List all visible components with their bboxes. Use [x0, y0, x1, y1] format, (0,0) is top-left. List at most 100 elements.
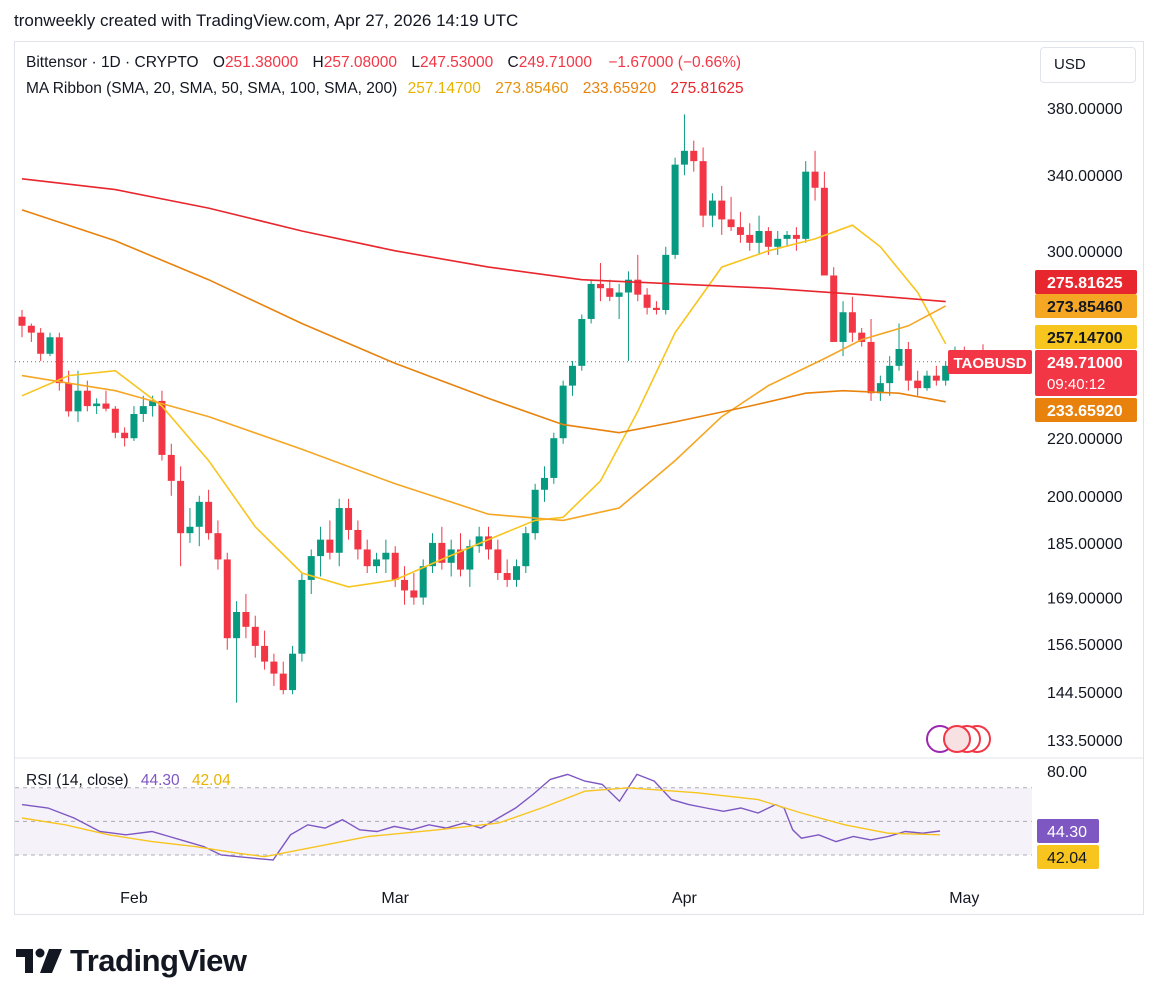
price-tag-text: 233.65920 — [1047, 403, 1123, 420]
candle-body — [587, 283, 595, 319]
candle-body — [652, 307, 660, 311]
candle-body — [708, 200, 716, 216]
candle-body — [270, 661, 278, 674]
y-axis-label: 220.00000 — [1047, 431, 1123, 448]
rsi-value: 44.30 — [140, 772, 180, 789]
candle-body — [615, 292, 623, 297]
last-price-tag: 249.71000 09:40:12 TAOBUSD — [948, 350, 1137, 396]
candle-body — [895, 349, 903, 366]
ma100-value: 233.65920 — [582, 80, 657, 97]
candle-body — [522, 533, 530, 567]
candle-body — [858, 332, 866, 342]
y-axis-label: 133.50000 — [1047, 733, 1123, 750]
candle-body — [391, 552, 399, 580]
price-tag-bg — [1035, 398, 1137, 422]
candle-body — [354, 529, 362, 550]
rsi-ma-tag-bg — [1037, 845, 1099, 869]
candle-body — [839, 312, 847, 342]
price-tag-bg — [1035, 350, 1137, 396]
candle-body — [121, 432, 129, 439]
rsi-tag-bg — [1037, 819, 1099, 843]
symbol-name[interactable]: Bittensor · 1D · CRYPTO — [26, 54, 199, 71]
candle-body — [764, 231, 772, 247]
currency-button[interactable]: USD — [1040, 47, 1136, 83]
candle-body — [130, 413, 138, 439]
chart-frame — [14, 41, 1144, 915]
candle-body — [559, 385, 567, 439]
candle-body — [261, 645, 269, 662]
ma100-line — [21, 209, 946, 434]
price-tag-text: 273.85460 — [1047, 299, 1123, 316]
rsi-legend[interactable]: RSI (14, close) 44.30 42.04 — [26, 772, 231, 790]
ma20-line — [21, 224, 947, 588]
attribution-header: tronweekly created with TradingView.com,… — [14, 11, 519, 30]
high-value: 257.08000 — [323, 54, 398, 71]
x-axis-label: Feb — [120, 890, 148, 907]
candle-body — [830, 275, 838, 342]
ma50-value: 273.85460 — [495, 80, 569, 97]
candle-body — [345, 507, 353, 530]
ma-ribbon-legend[interactable]: MA Ribbon (SMA, 20, SMA, 50, SMA, 100, S… — [26, 80, 744, 98]
price-tag-text: 257.14700 — [1047, 330, 1123, 347]
candle-body — [65, 383, 73, 412]
candle-body — [643, 294, 651, 308]
candle-body — [755, 231, 763, 243]
candle-body — [317, 539, 325, 557]
candle-body — [503, 573, 511, 580]
candle-body — [195, 501, 203, 527]
candle-body — [727, 219, 735, 228]
rsi-axis-label: 80.00 — [1047, 764, 1087, 781]
y-axis-label: 144.50000 — [1047, 685, 1123, 702]
ma-ribbon-label: MA Ribbon (SMA, 20, SMA, 50, SMA, 100, S… — [26, 80, 398, 97]
candle-body — [158, 400, 166, 455]
candle-body — [410, 590, 418, 598]
candle-body — [886, 365, 894, 384]
candle-body — [279, 673, 287, 691]
candle-body — [783, 234, 791, 239]
candle-body — [18, 316, 26, 326]
symbol-legend: Bittensor · 1D · CRYPTO O251.38000 H257.… — [26, 54, 741, 72]
y-axis-label: 185.00000 — [1047, 536, 1123, 553]
candle-body — [485, 536, 492, 550]
rsi-ma-value: 42.04 — [191, 772, 231, 789]
rsi-ma-line — [21, 787, 941, 858]
candle-body — [457, 549, 465, 570]
candle-body — [326, 539, 334, 553]
candle-body — [167, 454, 175, 481]
candle-body — [540, 477, 548, 490]
rsi-line — [21, 773, 941, 861]
candle-body — [792, 234, 800, 239]
y-axis-label: 169.00000 — [1047, 591, 1123, 608]
candle-body — [382, 552, 390, 560]
x-axis-label: May — [949, 890, 979, 907]
y-axis-label: 156.50000 — [1047, 637, 1123, 654]
candle-body — [205, 501, 213, 534]
ma20-price-tag: 257.14700 — [1035, 325, 1137, 349]
candle-body — [429, 542, 437, 567]
candle-body — [102, 403, 110, 409]
candle-body — [438, 542, 446, 563]
candle-body — [475, 536, 483, 547]
candle-body — [335, 507, 343, 553]
candle-body — [289, 653, 297, 691]
candle-body — [494, 549, 502, 574]
price-tag-text: 249.71000 — [1047, 355, 1123, 372]
candle-body — [746, 234, 754, 243]
candle-body — [186, 526, 194, 534]
candle-body — [904, 349, 912, 381]
ma200-value: 275.81625 — [670, 80, 744, 97]
candle-body — [802, 171, 810, 239]
candle-body — [512, 566, 520, 580]
candle-body — [699, 161, 707, 216]
candle-body — [37, 332, 45, 354]
ma20-value: 257.14700 — [407, 80, 481, 97]
candle-body — [307, 556, 315, 580]
price-tag-text: 275.81625 — [1047, 275, 1123, 292]
rsi-ma-tag-text: 42.04 — [1047, 850, 1087, 867]
candle-body — [690, 150, 698, 162]
candle-body — [223, 559, 231, 639]
ma100-price-tag: 233.65920 — [1035, 398, 1137, 422]
candle-body — [177, 480, 185, 534]
candle-body — [811, 171, 819, 188]
